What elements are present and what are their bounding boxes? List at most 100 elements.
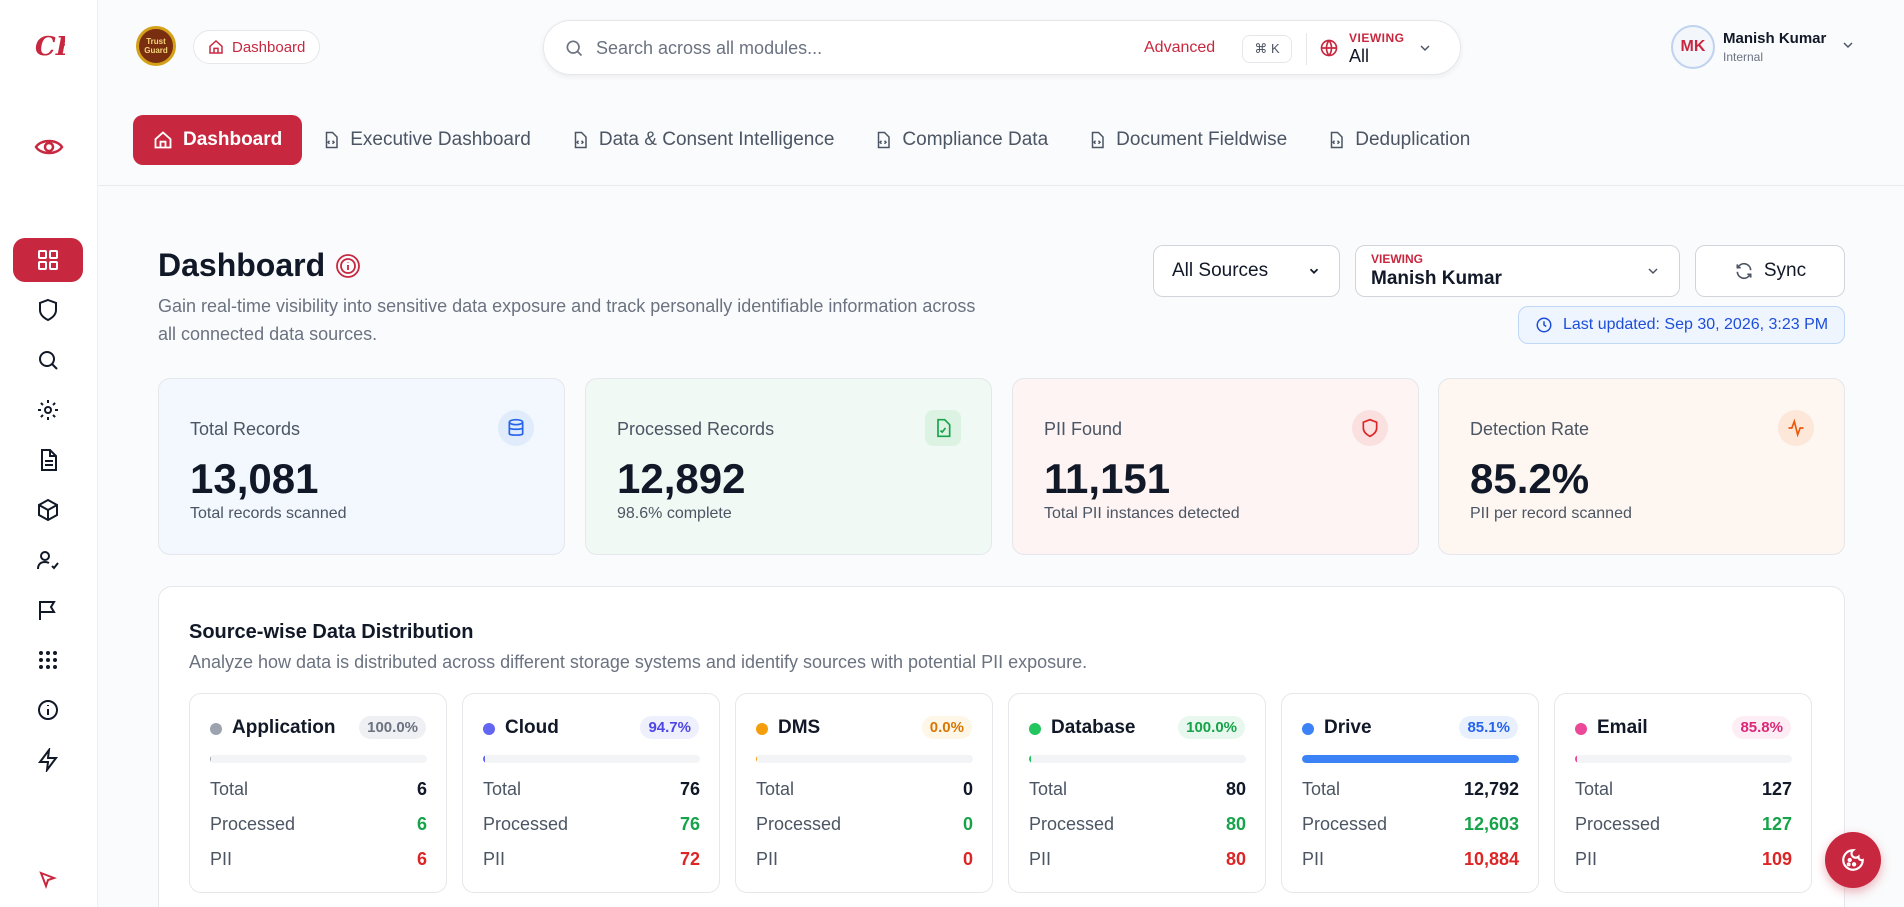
stat-label: Detection Rate <box>1470 419 1590 439</box>
source-name: Cloud <box>505 717 559 738</box>
refresh-icon <box>1736 262 1752 280</box>
rail-search-button[interactable] <box>13 338 83 382</box>
source-percentage-badge: 94.7% <box>640 716 699 739</box>
source-pii-row: PII 0 <box>756 849 973 870</box>
stat-subtext: PII per record scanned <box>1470 505 1632 522</box>
breadcrumb[interactable]: Dashboard <box>193 30 321 64</box>
shield-icon <box>39 298 57 322</box>
row-label: Processed <box>210 814 296 834</box>
rail-flag-button[interactable] <box>13 588 83 632</box>
user-menu[interactable]: MK Manish Kumar Internal <box>1671 25 1856 69</box>
rail-settings-button[interactable] <box>13 388 83 432</box>
avatar[interactable]: MK <box>1671 25 1715 69</box>
home-icon <box>209 40 223 54</box>
sync-button[interactable]: Sync <box>1695 245 1845 297</box>
source-card-database[interactable]: Database 100.0% Total 80 Processed 80 PII 80 <box>1008 693 1266 893</box>
source-percentage-badge: 85.8% <box>1732 716 1791 739</box>
source-total-row: Total 12,792 <box>1302 779 1519 800</box>
row-label: PII <box>1029 849 1052 869</box>
row-label: Processed <box>756 814 842 834</box>
stat-card-pii-found: PII Found 11,151 Total PII instances det… <box>1012 378 1419 555</box>
shortcut-badge: ⌘ K <box>1242 35 1292 63</box>
source-card-dms[interactable]: DMS 0.0% Total 0 Processed 0 PII 0 <box>735 693 993 893</box>
source-total-row: Total 127 <box>1575 779 1792 800</box>
source-pii-value: 109 <box>1761 849 1792 869</box>
source-processed-value: 80 <box>1225 814 1246 834</box>
file-check-icon <box>925 410 961 446</box>
rail-info-button[interactable] <box>13 688 83 732</box>
source-pii-row: PII 6 <box>210 849 427 870</box>
source-processed-row: Processed 76 <box>483 814 700 835</box>
source-progress-bar <box>1302 755 1519 763</box>
tab-document-fieldwise[interactable]: Document Fieldwise <box>1068 115 1307 165</box>
source-percentage-badge: 100.0% <box>1178 716 1245 739</box>
source-progress-bar <box>210 755 427 763</box>
tab-dashboard[interactable]: Dashboard <box>133 115 303 165</box>
source-progress-bar <box>756 755 973 763</box>
source-total-value: 80 <box>1225 779 1246 799</box>
chevron-down-icon[interactable] <box>1840 37 1856 58</box>
global-search[interactable]: Search across all modules... Advanced ⌘ … <box>543 20 1461 75</box>
rail-users-button[interactable] <box>13 538 83 582</box>
row-label: Processed <box>483 814 569 834</box>
tab-deduplication[interactable]: Deduplication <box>1307 115 1490 165</box>
viewing-user-select[interactable]: VIEWING Manish Kumar <box>1355 245 1680 297</box>
svg-text:CB: CB <box>35 32 65 61</box>
source-total-value: 0 <box>962 779 973 799</box>
cookie-icon <box>1842 849 1864 871</box>
chevron-down-icon[interactable] <box>1417 40 1433 61</box>
rail-apps-button[interactable] <box>13 638 83 682</box>
advanced-search-link[interactable]: Advanced <box>1144 39 1216 56</box>
source-card-cloud[interactable]: Cloud 94.7% Total 76 Processed 76 PII 72 <box>462 693 720 893</box>
tab-label: Document Fieldwise <box>1116 129 1288 150</box>
info-icon <box>38 700 58 720</box>
source-card-application[interactable]: Application 100.0% Total 6 Processed 6 PII 6 <box>189 693 447 893</box>
source-processed-value: 76 <box>679 814 700 834</box>
row-label: PII <box>756 849 779 869</box>
source-pii-value: 10,884 <box>1463 849 1519 869</box>
last-updated-text: Last updated: Sep 30, 2026, 3:23 PM <box>1563 316 1829 333</box>
page-description: Gain real-time visibility into sensitive… <box>158 296 976 344</box>
source-name: Drive <box>1324 717 1372 738</box>
cursor-icon[interactable] <box>38 870 58 895</box>
viewing-label: VIEWING <box>1349 31 1405 45</box>
info-icon[interactable] <box>335 253 361 279</box>
row-label: Processed <box>1029 814 1115 834</box>
search-icon <box>564 38 584 63</box>
source-percentage-badge: 85.1% <box>1459 716 1518 739</box>
tab-data-consent-intelligence[interactable]: Data & Consent Intelligence <box>551 115 855 165</box>
source-pii-row: PII 10,884 <box>1302 849 1519 870</box>
tab-compliance-data[interactable]: Compliance Data <box>854 115 1068 165</box>
app-logo[interactable]: CB <box>30 28 68 64</box>
search-input[interactable]: Search across all modules... <box>596 38 823 58</box>
source-card-drive[interactable]: Drive 85.1% Total 12,792 Processed 12,603 PII 1… <box>1281 693 1539 893</box>
cube-icon <box>38 498 58 522</box>
rail-dashboard-button[interactable] <box>13 238 83 282</box>
source-processed-row: Processed 12,603 <box>1302 814 1519 835</box>
sources-select[interactable]: All Sources <box>1153 245 1340 297</box>
sources-select-value: All Sources <box>1172 260 1269 281</box>
source-percentage-badge: 0.0% <box>921 716 972 739</box>
stat-subtext: 98.6% complete <box>617 505 732 522</box>
tab-executive-dashboard[interactable]: Executive Dashboard <box>302 115 551 165</box>
rail-documents-button[interactable] <box>13 438 83 482</box>
viewing-scope-select[interactable]: All <box>1349 46 1370 66</box>
eye-icon[interactable] <box>30 130 68 164</box>
gear-icon <box>38 400 58 420</box>
row-label: Total <box>483 779 522 799</box>
source-processed-row: Processed 127 <box>1575 814 1792 835</box>
rail-bolt-button[interactable] <box>13 738 83 782</box>
rail-package-button[interactable] <box>13 488 83 532</box>
source-progress-fill <box>483 755 486 763</box>
tab-label: Deduplication <box>1355 129 1471 150</box>
source-processed-value: 12,603 <box>1463 814 1519 834</box>
source-color-dot <box>756 723 768 735</box>
source-total-row: Total 80 <box>1029 779 1246 800</box>
search-divider <box>1306 33 1307 65</box>
cookie-preferences-button[interactable] <box>1825 832 1881 888</box>
source-processed-row: Processed 80 <box>1029 814 1246 835</box>
source-card-email[interactable]: Email 85.8% Total 127 Processed 127 PII 109 <box>1554 693 1812 893</box>
viewing-user-value: Manish Kumar <box>1371 268 1502 289</box>
rail-shield-button[interactable] <box>13 288 83 332</box>
stat-card-detection-rate: Detection Rate 85.2% PII per record scan… <box>1438 378 1845 555</box>
